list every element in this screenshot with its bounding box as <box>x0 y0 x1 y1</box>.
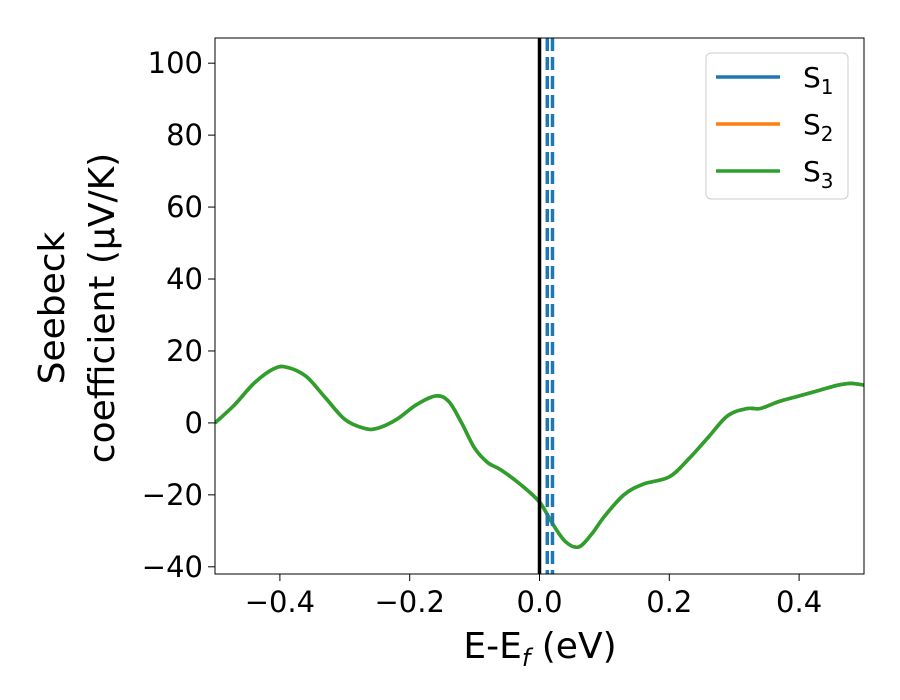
x-tick-label: 0.4 <box>776 585 822 619</box>
x-tick-label: −0.4 <box>245 585 315 619</box>
x-tick-label: 0.2 <box>646 585 692 619</box>
x-tick-label: 0.0 <box>516 585 562 619</box>
y-axis-label-line1: Seebeck <box>32 231 73 384</box>
y-tick-label: 100 <box>148 46 203 80</box>
legend-label-sub: 1 <box>821 75 834 99</box>
y-axis-label-line2: coefficient (μV/K) <box>82 153 123 463</box>
legend-box <box>705 52 849 200</box>
legend-label-sub: 3 <box>821 169 834 193</box>
legend-label-main: S <box>803 155 821 188</box>
y-tick-label: −40 <box>142 550 203 584</box>
y-tick-label: 40 <box>166 262 203 296</box>
legend-label-2: S2 <box>803 108 834 146</box>
y-tick-label: 60 <box>166 190 203 224</box>
y-tick-label: 20 <box>166 334 203 368</box>
x-axis-label-unit: (eV) <box>530 626 616 667</box>
x-axis-label-main: E-E <box>463 626 521 667</box>
y-tick-label: 80 <box>166 118 203 152</box>
x-axis-label: E-Ef (eV) <box>463 626 616 672</box>
legend-label-1: S1 <box>803 61 834 99</box>
plot-area <box>215 38 864 574</box>
legend-label-main: S <box>803 61 821 94</box>
legend-label-sub: 2 <box>821 122 834 146</box>
y-tick-label: −20 <box>142 478 203 512</box>
plot-frame <box>214 37 865 575</box>
legend-label-3: S3 <box>803 155 834 193</box>
legend-label-main: S <box>803 108 821 141</box>
x-tick-label: −0.2 <box>374 585 444 619</box>
y-axis-label: Seebeck coefficient (μV/K) <box>32 153 123 463</box>
y-tick-label: 0 <box>185 406 203 440</box>
y-axis: −40 −20 0 20 40 60 80 100 <box>142 46 215 584</box>
x-axis: −0.4 −0.2 0.0 0.2 0.4 <box>245 574 822 619</box>
